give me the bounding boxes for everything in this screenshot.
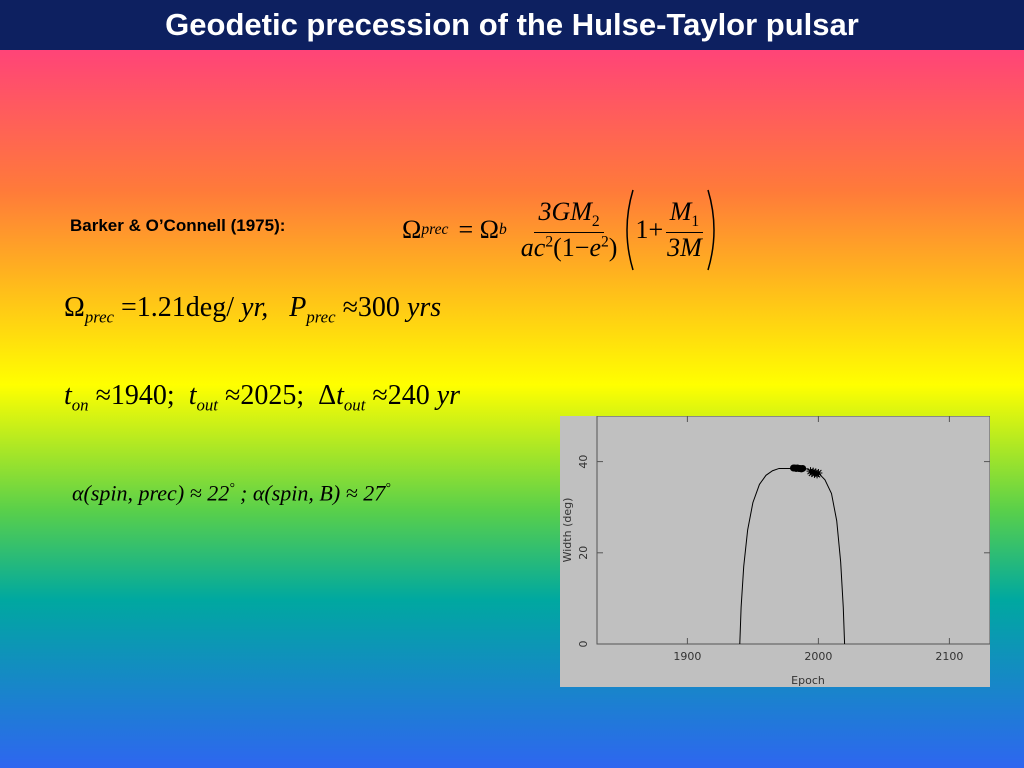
plot-frame [596,416,990,645]
subscript: prec [306,307,336,327]
x-tick-label: 2100 [935,650,963,663]
term: 1+ [635,215,664,244]
term: t [64,380,72,411]
data-point [799,464,807,472]
subscript: 1 [691,213,700,231]
y-tick-label: 0 [577,641,590,648]
superscript: ° [229,480,235,495]
term: yr, [241,292,269,323]
term: (1− [553,232,590,262]
formula: Ωprec =1.21deg/ yr, Pprec ≈300 yrs [64,292,441,328]
paren [707,189,715,271]
term: ac [520,232,546,262]
term: ≈300 [342,292,400,323]
symbol: Ω [402,215,422,244]
x-axis-label: Epoch [791,674,825,687]
term: yrs [406,292,442,323]
superscript: ° [385,480,391,495]
superscript: 2 [600,232,609,250]
term: ≈2025; [224,380,305,411]
fraction: M1 3M [663,197,706,262]
formula: α(spin, prec) ≈ 22° ; α(spin, B) ≈ 27° [72,480,391,506]
term: Δ [318,380,337,411]
citation: Barker & O’Connell (1975): [70,216,286,235]
symbol: = Ω [458,215,499,244]
chart: Epoch Width (deg) 1900 2000 2100 0 20 40 [560,416,990,687]
subscript: 2 [591,213,600,231]
subscript: on [71,395,89,415]
term: =1.21deg/ [121,292,235,323]
term: ≈1940; [95,380,175,411]
data-star [814,469,823,477]
term: yr [436,380,461,411]
term: ≈240 [372,380,430,411]
term: 3GM [538,197,592,227]
data-star [809,467,818,476]
superscript: 2 [545,232,554,250]
fraction: 3GM2 ac2(1−e2) [517,197,622,262]
subscript: prec [421,221,449,238]
term: α(spin, prec) ≈ 22 [72,480,230,506]
term: t [188,380,197,411]
formula: ton ≈1940; tout ≈2025; Δtout ≈240 yr [64,380,460,416]
chart-background [560,416,990,687]
term: 3M [667,232,702,262]
subscript: out [196,395,218,415]
term: P [289,292,307,323]
subscript: prec [84,307,115,327]
term: ) [608,232,618,262]
x-tick-label: 2000 [804,650,832,663]
data-line [739,467,846,645]
symbol: Ω [64,292,85,323]
y-tick-label: 20 [577,546,590,560]
term: t [336,380,344,411]
term: ; α(spin, B) ≈ 27 [240,480,386,506]
subscript: b [498,221,507,238]
y-tick-label: 40 [577,455,590,469]
term: M [669,197,692,227]
slide-title: Geodetic precession of the Hulse-Taylor … [0,0,1024,50]
subscript: out [343,395,366,415]
x-tick-label: 1900 [673,650,701,663]
term: e [589,232,601,262]
y-axis-label: Width (deg) [561,498,574,563]
paren [626,189,635,271]
